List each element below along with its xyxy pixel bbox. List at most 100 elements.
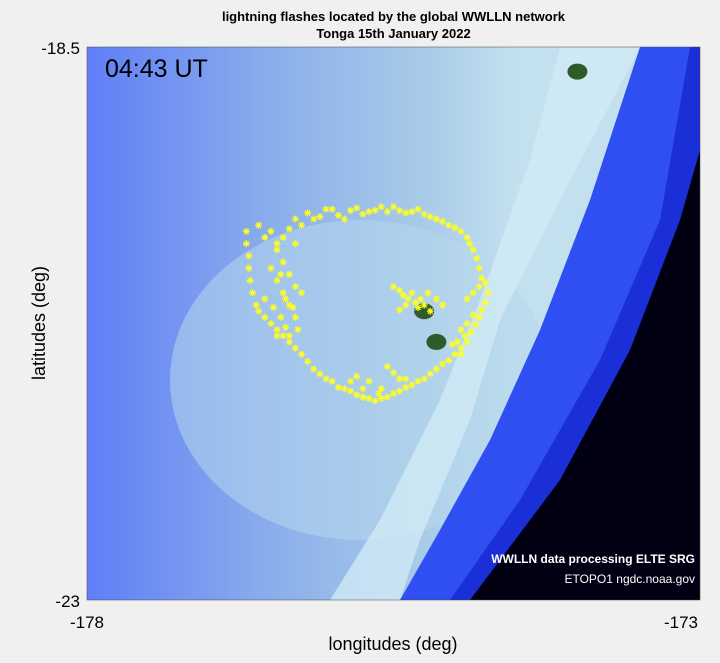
x-tick-label-right: -173 [664,613,698,632]
flash-point [279,289,287,297]
flash-point [475,283,483,291]
flash-point [463,320,471,327]
flash-point [310,215,318,223]
flash-point [282,295,290,303]
flash-point [463,295,471,303]
flash-point [371,397,379,405]
flash-point [328,205,336,213]
flash-point [316,370,324,378]
flash-point [261,295,269,303]
flash-point [347,377,355,385]
flash-point [298,221,306,229]
flash-point [375,390,383,398]
flash-point [399,291,407,299]
y-tick-label-top: -18.5 [41,39,80,58]
flash-point [426,307,434,315]
flash-point [277,270,285,278]
x-tick-label-left: -178 [70,613,104,632]
flash-point [340,385,348,393]
flash-point [359,385,367,393]
flash-point [414,377,422,385]
flash-point [365,377,373,385]
ridge-shelf [330,47,640,600]
flash-point [285,301,293,309]
flash-point [242,227,250,235]
flash-point [451,224,459,232]
flash-point [255,307,263,315]
flash-point [245,252,253,260]
flash-point [267,264,275,272]
flash-point [402,383,410,391]
tonga-trench [470,150,700,600]
flash-point [390,283,397,291]
flash-point [246,276,254,284]
flashes-layer [242,203,492,405]
flash-point [365,394,373,402]
flash-point [347,387,355,395]
island [426,333,447,350]
flash-point [359,210,367,218]
flash-point [414,205,422,213]
flash-point [448,340,456,348]
flash-point [390,203,397,211]
credit-wwlln: WWLLN data processing ELTE SRG [491,552,695,566]
flash-point [322,205,330,213]
flash-point [432,295,440,303]
flash-point [377,203,385,211]
flash-point [371,206,379,214]
flash-point [298,289,306,297]
flash-point [390,369,397,377]
flash-point [478,306,486,314]
flash-point [463,233,471,241]
flash-point [298,350,306,358]
chart-subtitle: Tonga 15th January 2022 [316,26,471,41]
flash-point [322,375,330,383]
flash-point [445,221,453,229]
flash-point [273,326,281,334]
flash-point [426,370,434,378]
y-tick-label-bottom: -23 [55,592,80,611]
flash-point [273,246,281,254]
flash-point [285,225,293,233]
flash-point [414,304,422,312]
flash-point [453,338,461,346]
flash-point [424,289,432,297]
flash-point [261,233,269,241]
credit-etopo: ETOPO1 ngdc.noaa.gov [564,572,695,586]
flash-point [377,394,385,402]
flash-point [277,313,285,321]
flash-point [294,326,302,334]
flash-point [282,323,290,331]
flash-point [383,208,391,216]
flash-point [340,215,348,223]
flash-point [445,356,453,364]
flash-point [463,338,471,346]
flash-point [242,240,250,248]
flash-point [269,304,277,312]
flash-point [469,246,477,254]
flash-point [285,338,293,346]
flash-point [347,206,355,214]
flash-point [365,208,373,216]
flash-point [316,213,324,221]
flash-point [420,301,428,309]
flash-point [279,332,287,340]
flash-point [484,289,492,297]
flash-point [457,350,465,358]
flash-point [285,332,293,340]
flash-point [267,227,275,235]
island [567,63,588,80]
flash-point [451,350,459,358]
flash-point [404,295,412,303]
flash-point [396,286,404,294]
islands-layer [414,63,588,350]
flash-point [469,289,477,297]
flash-point [457,344,465,352]
flash-point [467,328,475,336]
flash-point [255,221,263,229]
flash-point [304,358,312,366]
flash-point [291,215,299,223]
flash-point [439,360,447,368]
flash-point [249,289,257,297]
